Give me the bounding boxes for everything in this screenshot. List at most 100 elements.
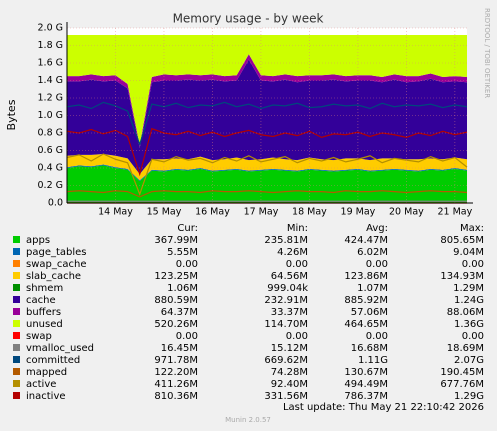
table-cell: 367.99M [154, 235, 198, 246]
legend-label: cache [26, 295, 56, 306]
table-cell: 411.26M [154, 379, 198, 390]
table-cell: 123.86M [344, 271, 388, 282]
y-tick-label: 1.6 G [38, 58, 64, 69]
y-tick-label: 1.0 G [38, 110, 64, 121]
x-tick-label: 19 May [341, 207, 376, 218]
table-cell: 33.37M [271, 307, 308, 318]
y-tick-label: 1.2 G [38, 93, 64, 104]
table-cell: 123.25M [154, 271, 198, 282]
table-cell: 331.56M [264, 391, 308, 402]
table-cell: 6.02M [357, 247, 388, 258]
y-tick-label: 0.2 G [38, 180, 64, 191]
area [67, 54, 467, 148]
table-cell: 677.76M [440, 379, 484, 390]
table-cell: 0.00 [176, 331, 198, 342]
table-cell: 1.07M [357, 283, 388, 294]
table-cell: 122.20M [154, 367, 198, 378]
legend-label: buffers [26, 307, 61, 318]
legend-swatch [13, 320, 20, 327]
table-cell: 810.36M [154, 391, 198, 402]
table-cell: 0.00 [462, 259, 484, 270]
table-header: Cur: [177, 223, 198, 234]
legend-label: swap [26, 331, 52, 342]
table-cell: 5.55M [167, 247, 198, 258]
x-tick-label: 14 May [98, 207, 133, 218]
area [67, 59, 467, 175]
table-cell: 64.56M [271, 271, 308, 282]
legend-label: inactive [26, 391, 66, 402]
table-cell: 885.92M [344, 295, 388, 306]
table-cell: 2.07G [454, 355, 484, 366]
side-note: RRDTOOL / TOBI OETIKER [483, 8, 491, 98]
table-cell: 805.65M [440, 235, 484, 246]
line [66, 127, 468, 177]
legend-label: vmalloc_used [26, 343, 94, 354]
y-tick-label: 1.4 G [38, 75, 64, 86]
table-cell: 16.45M [161, 343, 198, 354]
legend-swatch [13, 248, 20, 255]
table-cell: 9.04M [453, 247, 484, 258]
table-cell: 494.49M [344, 379, 388, 390]
table-cell: 0.00 [176, 259, 198, 270]
table-cell: 0.00 [366, 331, 388, 342]
y-tick-label: 0.8 G [38, 128, 64, 139]
table-cell: 18.69M [447, 343, 484, 354]
legend-swatch [13, 236, 20, 243]
table-cell: 16.68M [351, 343, 388, 354]
table-cell: 92.40M [271, 379, 308, 390]
table-header: Max: [460, 223, 484, 234]
x-tick-label: 20 May [389, 207, 424, 218]
legend-label: apps [26, 235, 50, 246]
x-tick-label: 17 May [244, 207, 279, 218]
table-cell: 1.29M [453, 283, 484, 294]
table-cell: 1.29G [454, 391, 484, 402]
legend-swatch [13, 380, 20, 387]
y-axis-label: Bytes [5, 99, 18, 130]
table-cell: 114.70M [264, 319, 308, 330]
legend-swatch [13, 344, 20, 351]
legend-label: mapped [26, 367, 67, 378]
table-cell: 786.37M [344, 391, 388, 402]
legend-swatch [13, 308, 20, 315]
table-cell: 999.04k [267, 283, 308, 294]
table-cell: 424.47M [344, 235, 388, 246]
table-cell: 880.59M [154, 295, 198, 306]
legend-label: shmem [26, 283, 63, 294]
table-cell: 88.06M [447, 307, 484, 318]
table-cell: 134.93M [440, 271, 484, 282]
table-cell: 1.11G [358, 355, 388, 366]
table-header: Avg: [366, 223, 388, 234]
table-cell: 57.06M [351, 307, 388, 318]
y-tick-label: 1.8 G [38, 40, 64, 51]
table-cell: 1.36G [454, 319, 484, 330]
table-cell: 1.06M [167, 283, 198, 294]
legend-swatch [13, 392, 20, 399]
table-cell: 0.00 [286, 331, 308, 342]
area [67, 165, 467, 203]
last-update: Last update: Thu May 21 22:10:42 2026 [283, 402, 484, 413]
table-cell: 130.67M [344, 367, 388, 378]
y-tick-label: 0.0 [48, 198, 63, 209]
legend-swatch [13, 272, 20, 279]
table-cell: 64.37M [161, 307, 198, 318]
table-cell: 669.62M [264, 355, 308, 366]
table-cell: 0.00 [462, 331, 484, 342]
table-cell: 190.45M [440, 367, 484, 378]
legend-label: committed [26, 355, 80, 366]
footer: Munin 2.0.57 [225, 416, 271, 424]
legend-swatch [13, 284, 20, 291]
y-tick-label: 0.6 G [38, 145, 64, 156]
table-cell: 74.28M [271, 367, 308, 378]
y-tick-label: 0.4 G [38, 163, 64, 174]
table-cell: 15.12M [271, 343, 308, 354]
chart-title: Memory usage - by week [173, 12, 324, 26]
x-tick-label: 15 May [147, 207, 182, 218]
legend-label: page_tables [26, 247, 87, 258]
table-cell: 520.26M [154, 319, 198, 330]
legend-swatch [13, 368, 20, 375]
table-cell: 971.78M [154, 355, 198, 366]
legend-label: slab_cache [26, 271, 81, 282]
table-cell: 1.24G [454, 295, 484, 306]
area [67, 35, 467, 146]
